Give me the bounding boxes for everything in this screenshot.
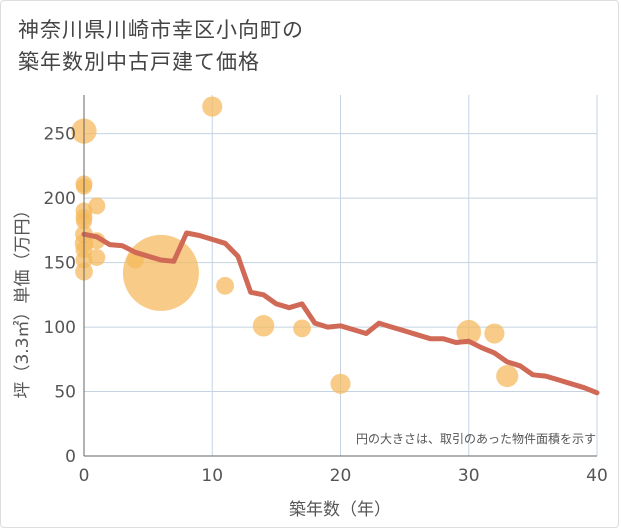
axes: 0 50 100 150 200 250 0 10 20 30 40 — [44, 95, 608, 486]
x-axis-title: 築年数（年） — [289, 500, 391, 520]
y-axis-title: 坪（3.3㎡）単価（万円） — [13, 201, 33, 398]
data-bubble-23 — [496, 364, 519, 388]
average-line-group — [81, 230, 600, 396]
average-price-line — [81, 230, 600, 396]
data-bubble-13 — [88, 248, 106, 266]
x-tick-label-30: 30 — [458, 466, 480, 486]
data-bubble-11 — [88, 197, 106, 215]
data-bubble-20 — [330, 373, 351, 394]
chart-title-line1: 神奈川県川崎市幸区小向町の — [18, 18, 304, 42]
data-bubble-16 — [202, 96, 223, 117]
bubbles — [71, 96, 519, 394]
data-bubble-19 — [293, 319, 311, 338]
data-bubble-22 — [484, 323, 505, 344]
y-tick-label-50: 50 — [54, 383, 76, 403]
data-bubble-17 — [216, 276, 234, 295]
x-tick-label-10: 10 — [201, 466, 223, 486]
grid — [84, 95, 598, 456]
x-tick-label-20: 20 — [330, 466, 352, 486]
y-tick-label-200: 200 — [44, 189, 76, 209]
bubble-size-note: 円の大きさは、取引のあった物件面積を示す — [356, 431, 596, 446]
chart-title-line2: 築年数別中古戸建て価格 — [18, 50, 260, 74]
y-tick-label-0: 0 — [65, 447, 76, 467]
x-tick-label-0: 0 — [79, 466, 90, 486]
data-bubble-15 — [122, 234, 199, 311]
y-tick-label-250: 250 — [44, 125, 76, 145]
data-bubble-21 — [456, 319, 482, 345]
x-tick-label-40: 40 — [586, 466, 608, 486]
chart-title: 神奈川県川崎市幸区小向町の 築年数別中古戸建て価格 — [18, 14, 304, 78]
data-bubble-18 — [252, 315, 275, 337]
y-tick-label-150: 150 — [44, 254, 76, 274]
y-tick-label-100: 100 — [44, 318, 76, 338]
